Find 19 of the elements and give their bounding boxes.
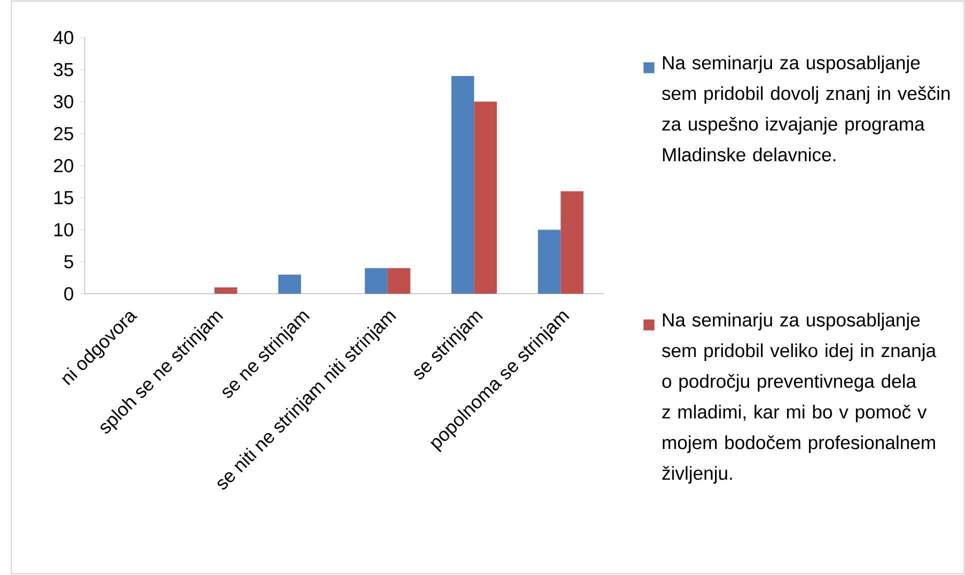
y-tick-label: 5 (64, 255, 74, 268)
y-tick-label: 25 (54, 127, 74, 140)
legend-label: Na seminarju za usposabljanje sem pridobil veliko idej in znanja o področju preventivnega dela z mladimi, kar mi bo v pomoč v mojem bodočem profesionalnem življenju. (662, 312, 936, 484)
y-tick-label: 15 (54, 191, 74, 204)
y-tick-label: 40 (53, 31, 74, 44)
bar (388, 268, 410, 294)
y-tick-label: 30 (54, 95, 74, 108)
bar (364, 268, 388, 294)
y-tick-label: 0 (64, 287, 74, 301)
legend-label: Na seminarju za usposabljanje sem pridobil dovolj znanj in veščin za uspešno izvajanje programa Mladinske delavnice. (662, 56, 950, 162)
bar (560, 191, 584, 294)
bar (214, 288, 238, 294)
bar (278, 274, 302, 294)
y-tick-label: 10 (54, 223, 74, 237)
bar (538, 230, 561, 294)
bar (451, 76, 474, 294)
bar (474, 102, 497, 294)
y-tick-label: 20 (54, 159, 74, 172)
y-tick-label: 35 (54, 63, 74, 76)
